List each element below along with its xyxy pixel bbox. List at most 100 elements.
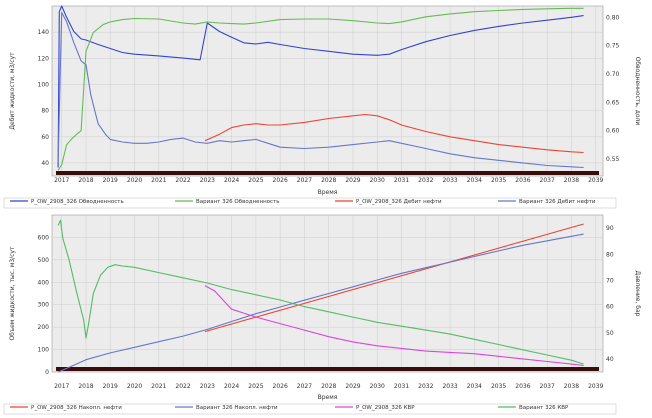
bottom-chart: 2017 2018 2019 2020 2021 2022 2023 2024 2025 2026… [3, 214, 641, 415]
y-right-tick-label: 0.60 [606, 128, 620, 135]
x-tick-label: 2029 [345, 383, 360, 390]
x-tick-label: 2025 [248, 383, 263, 390]
y-left-tick-label: 300 [38, 302, 50, 309]
x-tick-label: 2038 [564, 383, 579, 390]
x-tick-label: 2031 [394, 177, 409, 184]
x-tick-label: 2022 [175, 177, 190, 184]
x-tick-label: 2027 [297, 177, 312, 184]
x-tick-label: 2039 [588, 177, 603, 184]
y-left-tick-label: 200 [38, 324, 50, 331]
x-tick-label: 2035 [491, 177, 506, 184]
y-left-axis-title: Дебит жидкости, м3/сут [9, 52, 16, 130]
x-tick-label: 2026 [273, 383, 288, 390]
y-left-axis-title: Объем жидкости, тыс. м3/сут [9, 246, 16, 341]
x-tick-label: 2028 [321, 383, 336, 390]
y-left-tick-label: 120 [38, 55, 50, 62]
y-right-tick-label: 60 [606, 304, 614, 311]
legend-label-0: P_OW_2908_326 Накопл. нефти [31, 405, 122, 411]
y-right-tick-label: 40 [606, 356, 614, 363]
x-tick-label: 2038 [564, 177, 579, 184]
legend-label-2: P_OW_2908_326 Дебит нефти [356, 199, 442, 205]
series-line-0 [204, 223, 584, 333]
y-left-tick-label: 140 [38, 29, 50, 36]
x-tick-label: 2021 [151, 383, 166, 390]
timeline-band [56, 367, 599, 371]
x-tick-label: 2025 [248, 177, 263, 184]
x-tick-label: 2024 [224, 177, 239, 184]
x-tick-label: 2030 [370, 177, 385, 184]
x-tick-label: 2037 [540, 177, 555, 184]
legend-label-0: P_OW_2908_326 Обводненность [31, 199, 124, 205]
x-tick-label: 2022 [175, 383, 190, 390]
y-right-axis-title: Обводненность, доли [634, 57, 641, 126]
x-tick-label: 2024 [224, 383, 239, 390]
top-chart: 2017 2018 2019 2020 2021 2022 2023 2024 2025 2026… [3, 5, 641, 209]
series-line-2 [204, 285, 584, 367]
x-tick-label: 2026 [273, 177, 288, 184]
y-left-tick-label: 400 [38, 279, 50, 286]
y-left-tick-label: 60 [41, 134, 49, 141]
y-left-tick-label: 0 [45, 369, 49, 376]
x-tick-label: 2036 [515, 383, 530, 390]
y-left-tick-label: 600 [38, 234, 50, 241]
y-left-tick-label: 80 [41, 108, 49, 115]
x-tick-label: 2019 [103, 383, 118, 390]
x-tick-label: 2023 [200, 177, 215, 184]
y-left-tick-label: 500 [38, 257, 50, 264]
series-line-0 [57, 5, 584, 168]
x-tick-label: 2030 [370, 383, 385, 390]
y-right-tick-label: 90 [606, 225, 614, 232]
series-line-2 [204, 113, 584, 154]
y-right-tick-label: 0.70 [606, 71, 620, 78]
y-left-tick-label: 40 [41, 160, 49, 167]
y-right-tick-label: 0.75 [606, 43, 620, 50]
legend-label-2: P_OW_2908_326 КВР [356, 405, 415, 411]
x-tick-label: 2018 [78, 383, 93, 390]
x-tick-label: 2034 [467, 177, 482, 184]
x-tick-label: 2035 [491, 383, 506, 390]
x-tick-label: 2028 [321, 177, 336, 184]
x-tick-label: 2020 [127, 383, 142, 390]
x-tick-label: 2032 [418, 383, 433, 390]
series-line-3 [57, 219, 584, 365]
legend-label-1: Вариант 326 Накопл. нефти [196, 405, 278, 411]
y-right-tick-label: 50 [606, 330, 614, 337]
x-axis-title: Время [318, 189, 338, 196]
x-tick-label: 2017 [54, 177, 69, 184]
y-right-tick-label: 0.80 [606, 14, 620, 21]
y-right-tick-label: 0.55 [606, 156, 620, 163]
y-right-axis-title: Давление, бар [634, 271, 641, 317]
legend-label-1: Вариант 326 Обводненность [196, 199, 280, 205]
legend-box [3, 403, 617, 415]
x-tick-label: 2018 [78, 177, 93, 184]
x-tick-label: 2036 [515, 177, 530, 184]
x-tick-label: 2021 [151, 177, 166, 184]
x-tick-label: 2031 [394, 383, 409, 390]
series-line-1 [57, 7, 584, 171]
x-tick-label: 2019 [103, 177, 118, 184]
legend-box [3, 197, 617, 209]
x-tick-label: 2017 [54, 383, 69, 390]
series-line-1 [57, 233, 584, 373]
x-tick-label: 2034 [467, 383, 482, 390]
series-line-3 [57, 11, 584, 169]
x-tick-label: 2029 [345, 177, 360, 184]
x-tick-label: 2020 [127, 177, 142, 184]
x-tick-label: 2037 [540, 383, 555, 390]
y-right-tick-label: 0.65 [606, 99, 620, 106]
legend-label-3: Вариант 326 КВР [519, 405, 569, 411]
y-left-tick-label: 100 [38, 347, 50, 354]
y-right-tick-label: 80 [606, 251, 614, 258]
x-tick-label: 2023 [200, 383, 215, 390]
legend-label-3: Вариант 326 Дебит нефти [519, 199, 596, 205]
x-tick-label: 2039 [588, 383, 603, 390]
x-tick-label: 2027 [297, 383, 312, 390]
x-axis-title: Время [318, 394, 338, 401]
x-tick-label: 2033 [442, 383, 457, 390]
x-tick-label: 2032 [418, 177, 433, 184]
y-right-tick-label: 70 [606, 277, 614, 284]
x-tick-label: 2033 [442, 177, 457, 184]
timeline-band [56, 171, 599, 175]
y-left-tick-label: 100 [38, 81, 50, 88]
